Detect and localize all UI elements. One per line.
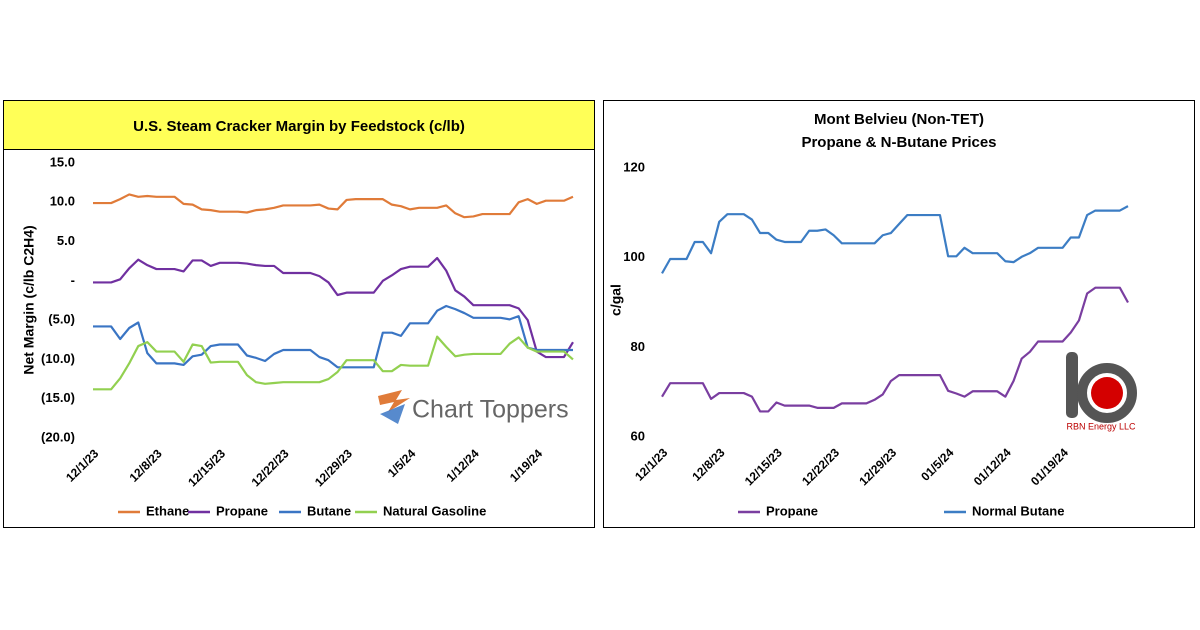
chart-subtitle: Propane & N-Butane Prices (801, 134, 996, 151)
series-line (661, 286, 1129, 413)
y-tick-label: (15.0) (41, 390, 75, 405)
legend-label: Butane (307, 503, 351, 518)
chart-title: U.S. Steam Cracker Margin by Feedstock (… (133, 118, 465, 135)
watermark: RBN Energy LLC (1066, 421, 1136, 431)
y-tick-label: 80 (631, 339, 645, 354)
y-axis-label: Net Margin (c/lb C2H4) (21, 225, 37, 374)
y-tick-label: 60 (631, 428, 645, 443)
legend-label: Natural Gasoline (383, 503, 486, 518)
chart-title: Mont Belvieu (Non-TET) (814, 111, 984, 128)
y-tick-label: - (71, 272, 75, 287)
rbn-logo (1066, 352, 1137, 423)
y-tick-label: (20.0) (41, 429, 75, 444)
logo-stem (1066, 352, 1078, 418)
y-tick-label: (5.0) (48, 312, 75, 327)
title-bar (3, 100, 595, 150)
y-axis-label: c/gal (608, 284, 624, 316)
legend-label: Normal Butane (972, 503, 1064, 518)
right-panel (603, 100, 1195, 528)
y-tick-label: (10.0) (41, 351, 75, 366)
icon-bolt (378, 390, 410, 412)
series-line (93, 335, 574, 391)
y-tick-label: 5.0 (57, 233, 75, 248)
y-tick-label: 100 (623, 249, 645, 264)
y-tick-label: 120 (623, 159, 645, 174)
series-line (93, 256, 574, 359)
left-panel (3, 100, 595, 528)
logo-ring (1077, 363, 1137, 423)
series-line (93, 193, 574, 219)
legend-label: Propane (766, 503, 818, 518)
y-tick-label: 10.0 (50, 194, 75, 209)
icon-arrow (380, 404, 405, 424)
legend-label: Ethane (146, 503, 189, 518)
chart-toppers-icon (378, 390, 410, 424)
legend-label: Propane (216, 503, 268, 518)
y-tick-label: 15.0 (50, 154, 75, 169)
logo-ball (1091, 377, 1123, 409)
series-line (661, 205, 1129, 274)
series-line (93, 304, 573, 369)
watermark: Chart Toppers (412, 396, 569, 424)
